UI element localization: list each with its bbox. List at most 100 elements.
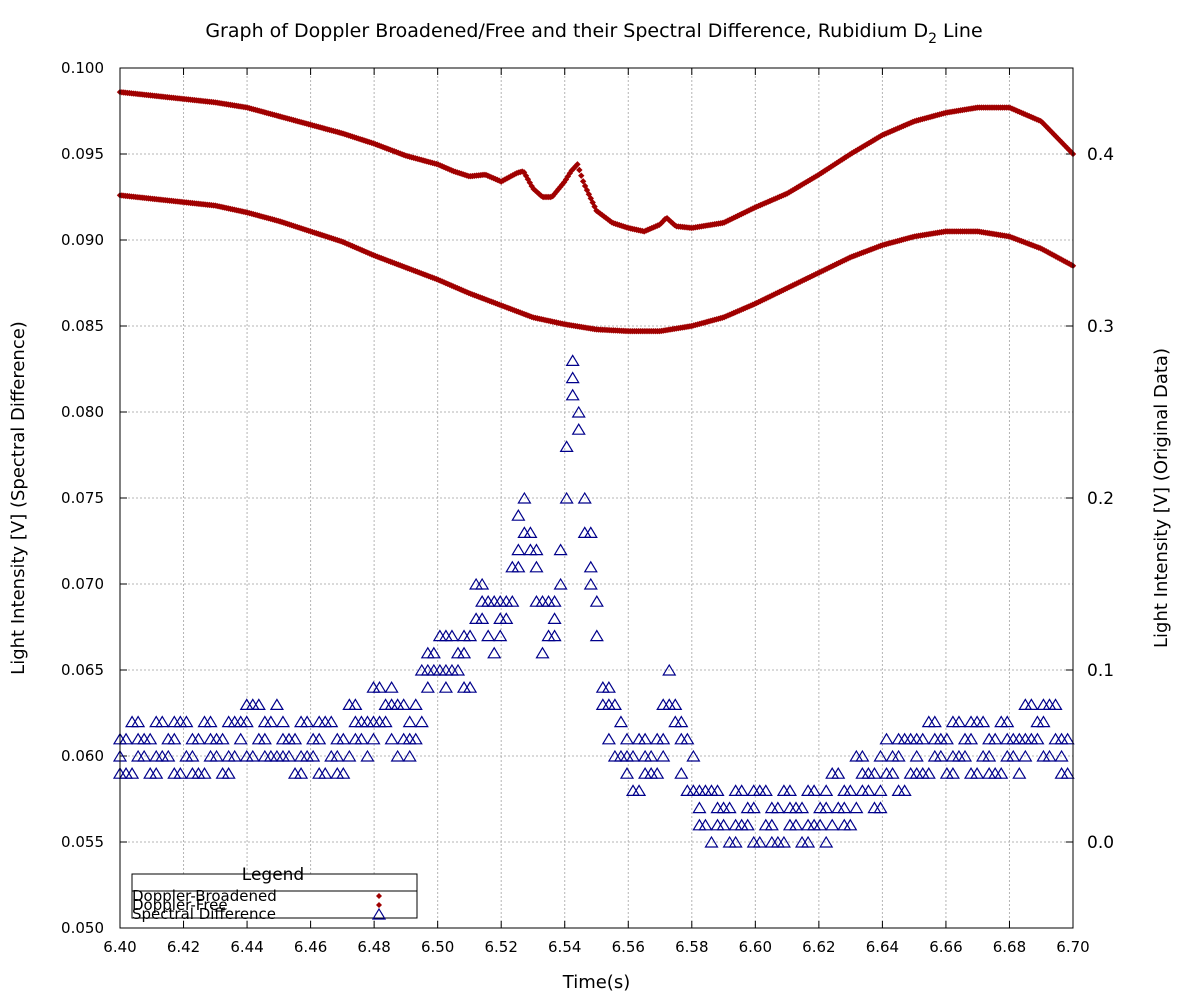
data-point-spectral-difference [951,715,967,728]
data-point-spectral-difference [656,749,671,762]
data-point-spectral-difference [788,801,804,814]
data-point-spectral-difference [963,715,979,728]
y-left-tick-label: 0.060 [61,747,104,765]
data-point-spectral-difference [782,818,798,831]
x-tick-label: 6.64 [866,938,899,956]
data-point-spectral-difference [432,629,447,642]
x-tick-label: 6.56 [612,938,645,956]
data-point-spectral-difference [167,767,182,779]
data-point-spectral-difference [1042,749,1057,762]
grid-lines [120,68,1073,928]
data-point-doppler-free [570,165,577,172]
data-point-spectral-difference [137,749,152,762]
legend-marker-doppler-free [376,902,382,908]
data-point-spectral-difference [149,715,164,728]
data-point-spectral-difference [819,784,834,796]
data-point-doppler-free [1041,121,1048,128]
data-point-spectral-difference [227,749,242,762]
data-point-spectral-difference [312,767,327,779]
data-point-spectral-difference [601,698,616,710]
data-point-spectral-difference [758,818,773,831]
data-point-doppler-free [1039,119,1046,126]
x-tick-label: 6.60 [739,938,772,956]
chart-title: Graph of Doppler Broadened/Free and thei… [205,20,982,47]
data-point-spectral-difference [450,646,466,659]
data-point-spectral-difference [764,801,779,814]
data-point-spectral-difference [402,749,417,762]
data-point-spectral-difference [589,629,604,642]
data-point-spectral-difference [1048,698,1063,710]
data-point-spectral-difference [233,715,248,728]
data-point-spectral-difference [475,612,490,624]
data-point-spectral-difference [523,543,538,556]
data-point-spectral-difference [203,732,218,745]
data-point-spectral-difference [782,784,798,796]
data-point-spectral-difference [517,526,532,538]
data-point-spectral-difference [155,749,170,762]
data-point-spectral-difference [837,784,852,796]
data-point-spectral-difference [873,784,888,796]
data-point-spectral-difference [529,560,544,573]
data-point-spectral-difference [269,698,284,710]
data-point-spectral-difference [318,767,333,779]
data-point-spectral-difference [994,715,1009,728]
data-point-spectral-difference [939,732,954,745]
data-point-spectral-difference [625,784,641,796]
data-point-spectral-difference [674,715,689,728]
data-point-spectral-difference [263,715,278,728]
data-point-spectral-difference [372,681,387,693]
data-point-spectral-difference [475,577,490,590]
data-point-doppler-free [583,186,591,194]
data-point-doppler-free [1062,142,1069,150]
data-point-spectral-difference [686,749,701,762]
data-point-spectral-difference [541,595,556,607]
data-point-spectral-difference [275,732,291,745]
data-point-spectral-difference [463,629,478,642]
data-point-spectral-difference [915,732,930,745]
data-point-spectral-difference [752,835,767,848]
data-point-doppler-free [606,217,614,225]
data-point-doppler-free [1060,140,1067,148]
data-point-spectral-difference [414,715,429,728]
data-point-spectral-difference [807,818,822,831]
data-point-spectral-difference [499,612,514,624]
data-point-spectral-difference [125,767,140,779]
data-point-spectral-difference [1060,767,1075,779]
data-point-spectral-difference [764,818,779,831]
data-point-spectral-difference [493,612,508,624]
data-point-spectral-difference [420,681,435,693]
data-point-spectral-difference [275,715,291,728]
data-point-spectral-difference [994,767,1009,779]
data-point-spectral-difference [613,715,629,728]
data-point-doppler-free [1050,131,1058,138]
data-point-spectral-difference [807,784,822,796]
legend-label-doppler-free: Doppler-Free [132,896,228,914]
data-point-doppler-free [566,170,574,177]
x-tick-label: 6.52 [484,938,517,956]
data-point-spectral-difference [819,835,834,848]
data-point-spectral-difference [390,698,405,710]
data-point-spectral-difference [758,784,773,796]
data-point-doppler-free [1064,144,1071,152]
data-point-spectral-difference [970,715,985,728]
data-point-spectral-difference [553,543,568,556]
data-point-spectral-difference [197,715,212,728]
data-point-spectral-difference [698,818,713,831]
data-point-spectral-difference [529,543,544,556]
data-point-spectral-difference [1030,732,1045,745]
y-left-tick-label: 0.080 [61,403,104,421]
data-point-doppler-free [578,172,585,179]
data-point-spectral-difference [1024,698,1039,710]
data-point-spectral-difference [885,767,900,779]
x-tick-label: 6.46 [294,938,327,956]
data-point-spectral-difference [825,767,840,779]
data-point-spectral-difference [909,767,924,779]
data-point-spectral-difference [185,749,200,762]
data-point-spectral-difference [511,509,526,521]
data-point-spectral-difference [372,715,387,728]
data-point-spectral-difference [221,715,236,728]
data-point-spectral-difference [131,715,146,728]
data-point-spectral-difference [390,749,405,762]
y-left-tick-label: 0.090 [61,231,104,249]
data-point-spectral-difference [257,715,272,728]
